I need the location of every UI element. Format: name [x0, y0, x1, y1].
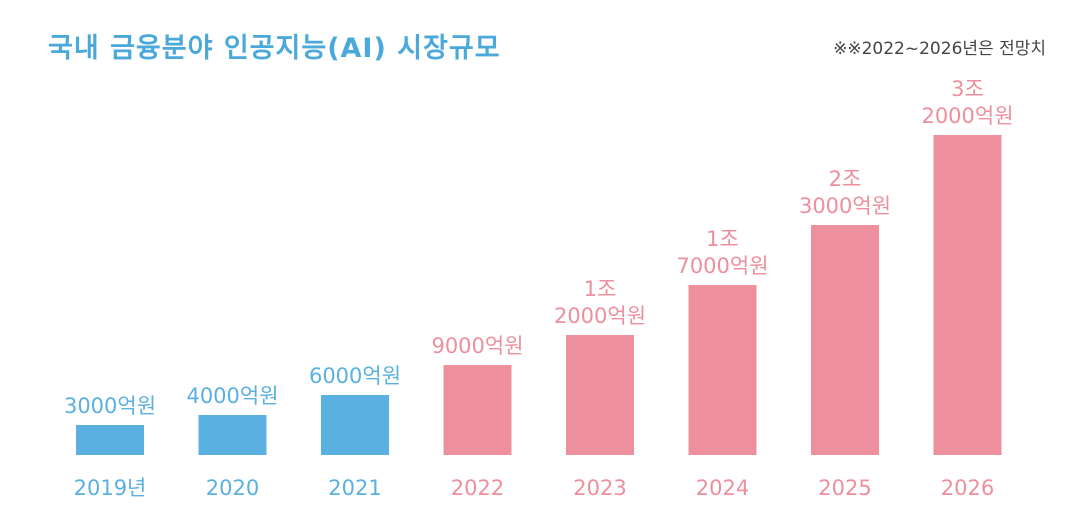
- bar-4: [566, 335, 634, 455]
- data-label-1-0: 4000억원: [186, 384, 278, 408]
- x-tick-label-0: 2019년: [74, 476, 147, 500]
- data-label-3-0: 9000억원: [431, 334, 523, 358]
- bar-6: [811, 225, 879, 455]
- data-label-0-0: 3000억원: [64, 394, 156, 418]
- data-label-7-1: 2000억원: [921, 104, 1013, 128]
- data-label-7-0: 3조: [951, 77, 984, 101]
- forecast-note: ※※2022~2026년은 전망치: [833, 39, 1046, 59]
- data-label-4-1: 2000억원: [554, 304, 646, 328]
- data-label-4-0: 1조: [584, 277, 617, 301]
- x-tick-label-1: 2020: [206, 476, 259, 500]
- x-tick-label-2: 2021: [328, 476, 381, 500]
- data-label-5-1: 7000억원: [676, 254, 768, 278]
- data-label-5-0: 1조: [706, 227, 739, 251]
- x-tick-label-3: 2022: [451, 476, 504, 500]
- bar-1: [198, 415, 267, 455]
- bar-3: [443, 365, 512, 455]
- x-tick-label-4: 2023: [573, 476, 626, 500]
- x-tick-label-6: 2025: [818, 476, 871, 500]
- bar-2: [321, 395, 389, 455]
- x-tick-label-5: 2024: [696, 476, 749, 500]
- data-label-6-0: 2조: [829, 167, 862, 191]
- x-tick-label-7: 2026: [941, 476, 994, 500]
- data-label-6-1: 3000억원: [799, 194, 891, 218]
- bar-7: [933, 135, 1002, 455]
- data-label-2-0: 6000억원: [309, 364, 401, 388]
- bar-5: [688, 285, 757, 455]
- bar-0: [76, 425, 144, 455]
- chart-title: 국내 금융분야 인공지능(AI) 시장규모: [48, 33, 501, 64]
